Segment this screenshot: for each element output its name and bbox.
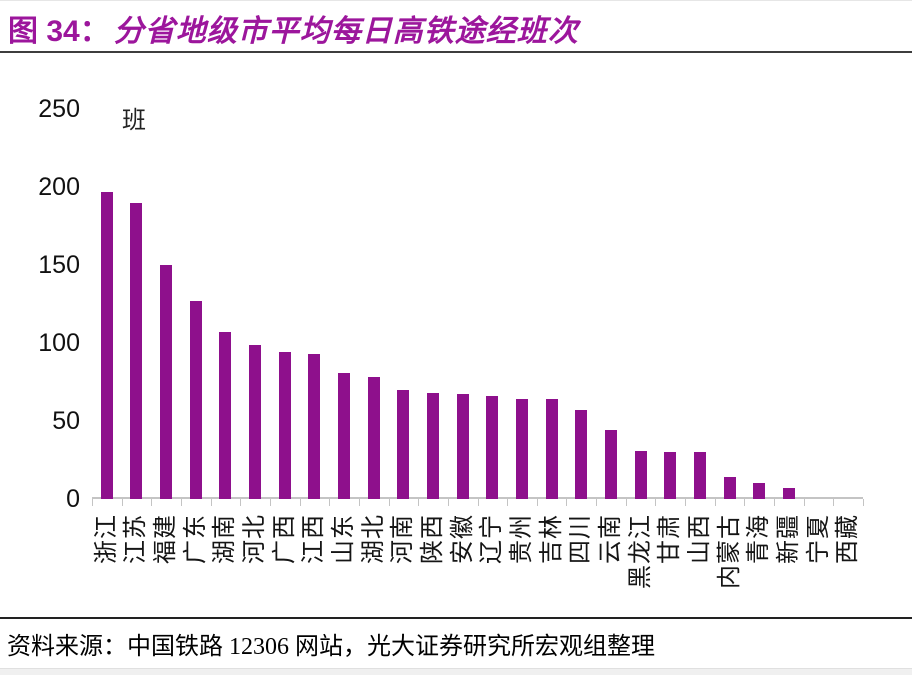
figure-title: 图 34： 分省地级市平均每日高铁途经班次: [8, 6, 904, 50]
bar-陕西: [427, 392, 440, 499]
x-axis-tick: [685, 499, 687, 506]
bar-福建: [160, 265, 173, 499]
x-axis-label-黑龙江: 黑龙江: [626, 514, 654, 589]
x-axis-tick: [536, 499, 538, 506]
bar-江西: [308, 353, 321, 499]
x-axis-label-浙江: 浙江: [92, 514, 120, 564]
x-axis-label-广西: 广西: [270, 514, 298, 564]
x-axis-tick: [566, 499, 568, 506]
x-axis-tick: [774, 499, 776, 506]
x-axis-tick: [744, 499, 746, 506]
x-axis-line: [92, 497, 863, 499]
x-axis-tick: [477, 499, 479, 506]
x-axis-label-新疆: 新疆: [774, 514, 802, 564]
bar-河北: [249, 344, 262, 499]
bar-吉林: [545, 399, 558, 499]
x-axis-tick: [447, 499, 449, 506]
x-axis-tick: [596, 499, 598, 506]
x-axis-label-湖北: 湖北: [359, 514, 387, 564]
y-axis-tick-label: 200: [38, 173, 80, 201]
x-axis-tick: [418, 499, 420, 506]
x-axis-tick: [299, 499, 301, 506]
title-divider: [0, 51, 912, 53]
x-axis-label-辽宁: 辽宁: [478, 514, 506, 564]
bar-湖北: [367, 377, 380, 499]
x-axis-label-河南: 河南: [389, 514, 417, 564]
bar-江苏: [130, 202, 143, 499]
bar-山西: [693, 452, 706, 499]
x-axis-label-江苏: 江苏: [122, 514, 150, 564]
y-axis-tick-label: 100: [38, 329, 80, 357]
bar-青海: [753, 483, 766, 499]
bar-广东: [189, 300, 202, 499]
x-axis-label-贵州: 贵州: [507, 514, 535, 564]
x-axis-tick: [269, 499, 271, 506]
bar-辽宁: [486, 396, 499, 499]
bar-贵州: [515, 399, 528, 499]
bar-山东: [338, 372, 351, 499]
x-axis-tick: [121, 499, 123, 506]
x-axis-label-福建: 福建: [152, 514, 180, 564]
source-note: 资料来源：中国铁路 12306 网站，光大证券研究所宏观组整理: [7, 634, 655, 660]
x-axis-tick: [863, 499, 864, 506]
y-axis-tick-label: 50: [52, 407, 80, 435]
x-axis-label-甘肃: 甘肃: [656, 514, 684, 564]
y-axis-unit-label: 班: [122, 107, 146, 134]
x-axis-tick: [625, 499, 627, 506]
x-axis-tick: [803, 499, 805, 506]
y-axis-tick-label: 250: [38, 95, 80, 123]
bar-安徽: [456, 394, 469, 499]
x-axis-label-湖南: 湖南: [211, 514, 239, 564]
x-axis-tick: [151, 499, 153, 506]
footer-divider: [0, 617, 912, 619]
x-axis-label-陕西: 陕西: [419, 514, 447, 564]
x-axis-label-云南: 云南: [596, 514, 624, 564]
x-axis-label-河北: 河北: [241, 514, 269, 564]
x-axis-tick: [329, 499, 331, 506]
bar-湖南: [219, 332, 232, 499]
x-axis-label-宁夏: 宁夏: [804, 514, 832, 564]
x-axis-label-吉林: 吉林: [537, 514, 565, 564]
bar-新疆: [782, 488, 795, 499]
x-axis-label-安徽: 安徽: [448, 514, 476, 564]
x-axis-label-山西: 山西: [685, 514, 713, 564]
x-axis-tick: [507, 499, 509, 506]
y-axis-tick-label: 150: [38, 251, 80, 279]
x-axis-tick: [388, 499, 390, 506]
x-axis-label-内蒙古: 内蒙古: [715, 514, 743, 589]
x-axis-label-江西: 江西: [300, 514, 328, 564]
x-axis-tick: [180, 499, 182, 506]
x-axis-tick: [210, 499, 212, 506]
top-divider: [0, 0, 912, 1]
x-axis-tick: [655, 499, 657, 506]
bar-浙江: [100, 191, 113, 499]
x-axis-label-四川: 四川: [567, 514, 595, 564]
figure-title-text: 分省地级市平均每日高铁途经班次: [113, 15, 579, 48]
x-axis-tick: [92, 499, 93, 506]
x-axis-label-西藏: 西藏: [834, 514, 862, 564]
y-axis-tick-label: 0: [66, 485, 80, 513]
x-axis-label-青海: 青海: [745, 514, 773, 564]
x-axis-tick: [833, 499, 835, 506]
bar-云南: [604, 430, 617, 499]
x-axis-label-广东: 广东: [181, 514, 209, 564]
x-axis-tick: [240, 499, 242, 506]
bar-内蒙古: [723, 477, 736, 499]
figure-number: 图 34：: [8, 15, 110, 48]
x-axis-tick: [358, 499, 360, 506]
bar-chart: 班 0 50 100 150 200 250 浙江 江苏 福建 广东 湖南 河北 广西 江西 山东 湖北 河南陕…: [38, 95, 864, 589]
bar-河南: [397, 389, 410, 499]
x-axis-label-山东: 山东: [330, 514, 358, 564]
bar-广西: [278, 352, 291, 499]
bar-甘肃: [664, 452, 677, 499]
x-axis-tick: [714, 499, 716, 506]
bottom-strip: [0, 668, 912, 675]
bar-四川: [575, 410, 588, 499]
bar-黑龙江: [634, 450, 647, 499]
